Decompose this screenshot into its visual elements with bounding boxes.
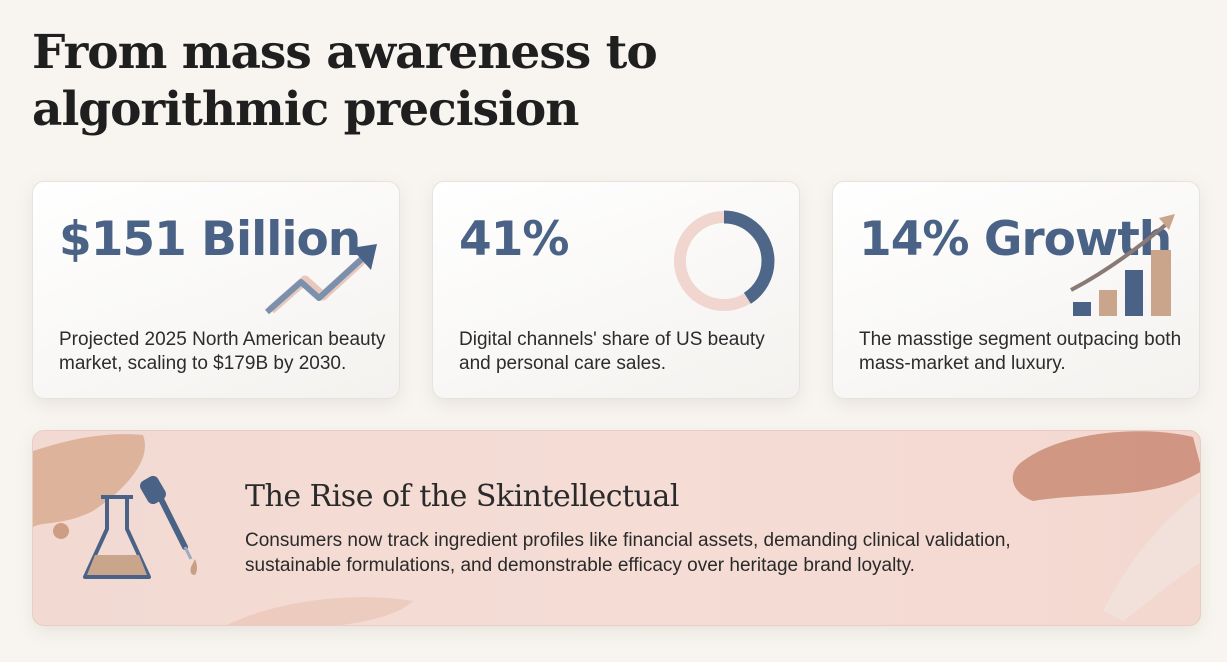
banner-text: Consumers now track ingredient profiles … [245,530,1011,576]
market-size-card: $151 Billion Projected 2025 North Americ… [32,181,400,399]
donut-share-arc [673,210,775,312]
card-description: Digital channels' share of US beauty and… [459,329,765,374]
page-title: From mass awareness to algorithmic preci… [32,25,658,137]
masstige-growth-card: 14% Growth The masstige segment outpacin… [832,181,1200,399]
card-description: The masstige segment outpacing both mass… [859,329,1182,374]
flask-icon [83,495,151,579]
donut-ring-icon [673,210,775,312]
digital-share-card: 41% Digital channels' share of US beauty… [432,181,800,399]
card-description: Projected 2025 North American beauty mar… [59,329,386,374]
banner-decor-swatches [33,431,1200,625]
skintellectual-banner: The Rise of the Skintellectual Consumers… [32,430,1201,626]
card-metric: 41% [459,212,569,267]
banner-title: The Rise of the Skintellectual [245,479,679,514]
growth-bars-icon [1070,214,1175,316]
card-metric: $151 Billion [59,212,361,267]
dropper-icon [140,475,197,575]
trend-arrow-icon [265,244,377,315]
